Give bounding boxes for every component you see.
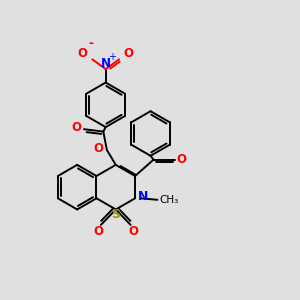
Text: O: O	[93, 225, 103, 238]
Text: -: -	[88, 37, 93, 50]
Text: O: O	[72, 121, 82, 134]
Text: O: O	[129, 225, 139, 238]
Text: O: O	[124, 47, 134, 60]
Text: N: N	[138, 190, 148, 203]
Text: S: S	[111, 208, 120, 221]
Text: N: N	[101, 57, 111, 70]
Text: +: +	[108, 52, 116, 62]
Text: O: O	[94, 142, 103, 155]
Text: O: O	[78, 47, 88, 60]
Text: O: O	[176, 153, 187, 166]
Text: CH₃: CH₃	[159, 195, 178, 205]
